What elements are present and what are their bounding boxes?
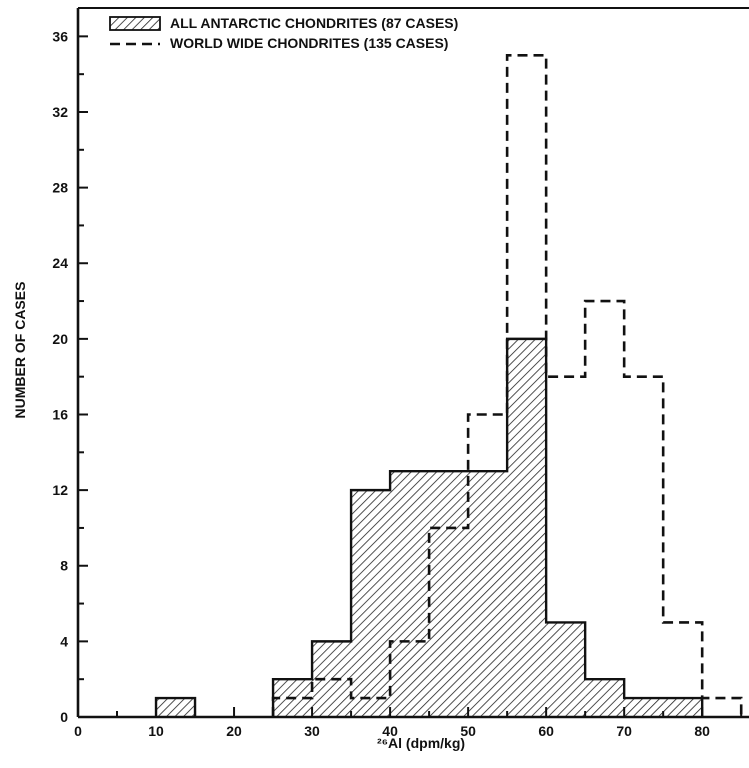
antarctic-bar-50 — [468, 471, 508, 717]
antarctic-bar-10 — [156, 698, 196, 717]
legend: ALL ANTARCTIC CHONDRITES (87 CASES) WORLD… — [109, 15, 458, 51]
legend-swatch-antarctic — [109, 16, 161, 31]
antarctic-bar-70 — [624, 698, 664, 717]
axes: 0 4 8 12 16 20 24 28 32 36 0 10 20 30 40 50 60 70 80 — [52, 7, 749, 739]
antarctic-bar-40 — [390, 471, 430, 717]
y-tick-label-36: 36 — [52, 28, 68, 44]
x-axis-title: ²⁶Al (dpm/kg) — [377, 735, 465, 751]
y-tick-label-4: 4 — [60, 633, 68, 649]
worldwide-bar-80 — [702, 698, 741, 717]
y-tick-label-24: 24 — [52, 255, 68, 271]
x-tick-label-40: 40 — [382, 723, 398, 739]
antarctic-bar-75 — [663, 698, 703, 717]
x-tick-label-80: 80 — [694, 723, 710, 739]
y-tick-label-32: 32 — [52, 104, 68, 120]
y-tick-label-12: 12 — [52, 482, 68, 498]
y-axis-title: NUMBER OF CASES — [12, 282, 28, 419]
x-tick-label-60: 60 — [538, 723, 554, 739]
y-tick-label-8: 8 — [60, 558, 68, 574]
legend-label-antarctic: ALL ANTARCTIC CHONDRITES (87 CASES) — [170, 15, 458, 31]
x-tick-label-70: 70 — [616, 723, 632, 739]
x-tick-label-20: 20 — [226, 723, 242, 739]
worldwide-bar-65 — [585, 301, 624, 717]
y-tick-label-16: 16 — [52, 406, 68, 422]
x-tick-label-30: 30 — [304, 723, 320, 739]
worldwide-outline — [271, 53, 743, 717]
x-tick-label-10: 10 — [148, 723, 164, 739]
antarctic-bar-35 — [351, 490, 391, 717]
worldwide-bar-70 — [624, 377, 663, 717]
antarctic-bar-45 — [429, 471, 469, 717]
antarctic-bar-60 — [546, 622, 586, 717]
x-tick-label-50: 50 — [460, 723, 476, 739]
legend-label-worldwide: WORLD WIDE CHONDRITES (135 CASES) — [170, 35, 448, 51]
antarctic-bar-65 — [585, 679, 625, 717]
y-tick-label-20: 20 — [52, 331, 68, 347]
antarctic-bar-55 — [507, 338, 547, 717]
y-tick-label-0: 0 — [60, 709, 68, 725]
bars-layer — [156, 338, 703, 717]
x-tick-label-0: 0 — [74, 723, 82, 739]
y-tick-label-28: 28 — [52, 180, 68, 196]
